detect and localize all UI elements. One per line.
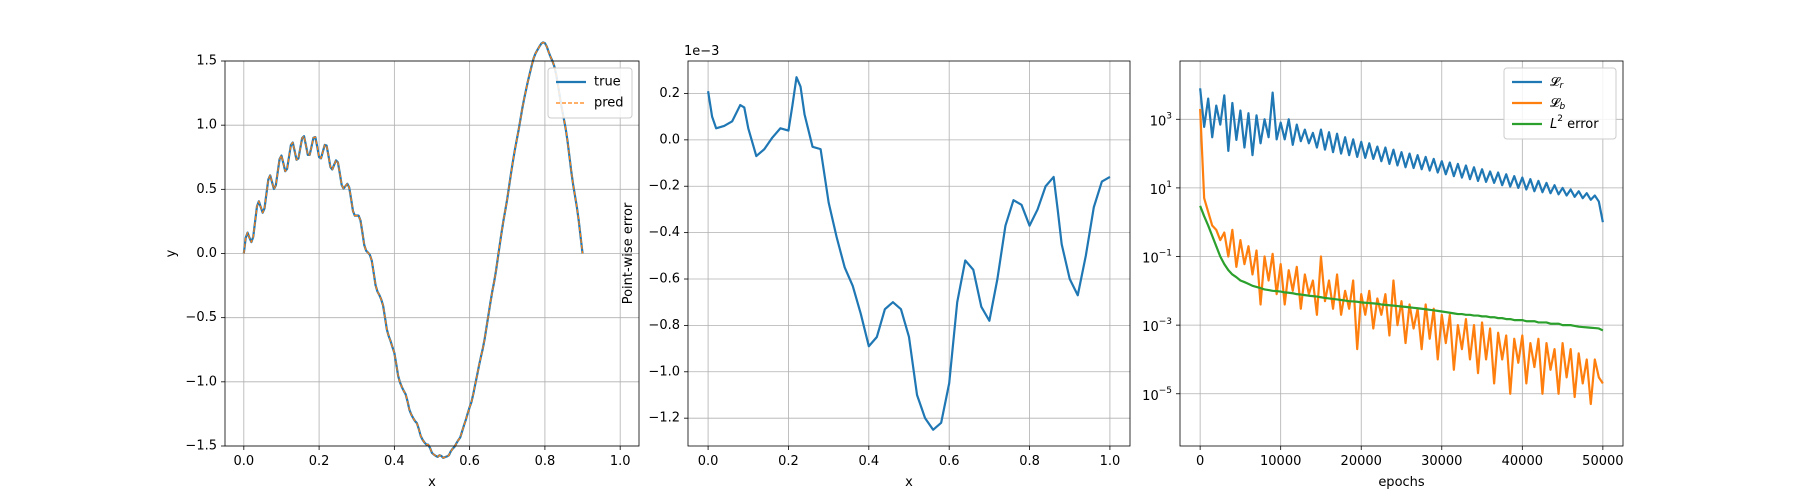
legend-label: true	[594, 75, 621, 90]
y-tick-label: 0.5	[196, 182, 217, 197]
y-tick-label: −1.0	[185, 374, 217, 389]
series-line-b	[1199, 108, 1604, 406]
y-offset-label: 1e−3	[684, 44, 719, 59]
y-tick-label: −0.6	[648, 272, 680, 287]
series-line-L2-error	[1199, 205, 1604, 332]
series-line-s0	[707, 76, 1111, 431]
chart-panel-3: 0 10000 20000 30000 40000 50000 10−5 10−3 10−1 10…	[1142, 60, 1624, 490]
x-tick-label: 1.0	[610, 454, 631, 469]
x-tick-label: 0.2	[778, 454, 799, 469]
x-tick-label: 0.8	[535, 454, 556, 469]
chart-panel-2: 0.0 0.2 0.4 0.6 0.8 1.0 −1.2 −1.0 −0.8 −0.6 −0.4 −0…	[621, 44, 1131, 490]
x-axis-label: x	[428, 475, 436, 490]
legend-box	[547, 67, 633, 119]
y-axis-label: Point-wise error	[621, 202, 636, 304]
series-line-r	[1199, 88, 1604, 223]
y-tick-label: −1.2	[648, 411, 680, 426]
x-tick-label: 30000	[1421, 454, 1462, 469]
x-tick-label: 40000	[1502, 454, 1543, 469]
y-tick-label: 1.0	[196, 118, 217, 133]
x-axis-label: epochs	[1378, 475, 1425, 490]
x-tick-label: 0.4	[384, 454, 405, 469]
axes-frame	[687, 60, 1131, 447]
y-tick-label: 0.2	[659, 86, 680, 101]
x-tick-label: 20000	[1341, 454, 1382, 469]
y-tick-label: 0.0	[196, 246, 217, 261]
y-tick-label: −1.5	[185, 439, 217, 454]
legend: true pred	[547, 67, 633, 119]
x-tick-label: 0.4	[858, 454, 879, 469]
y-tick-label: 10−1	[1142, 248, 1172, 266]
x-tick-label: 0.6	[939, 454, 960, 469]
x-tick-label: 0.0	[698, 454, 719, 469]
y-tick-label: −0.4	[648, 225, 680, 240]
x-tick-label: 0	[1196, 454, 1204, 469]
legend-box	[1503, 67, 1617, 140]
y-tick-label: 0.0	[659, 132, 680, 147]
legend-label: L2 error	[1550, 114, 1599, 132]
axes-frame	[1179, 60, 1624, 447]
x-tick-label: 50000	[1582, 454, 1623, 469]
y-tick-label: −0.2	[648, 179, 680, 194]
x-axis-label: x	[905, 475, 913, 490]
y-tick-label: 10−5	[1142, 385, 1172, 403]
legend-label: 𝓛b	[1550, 96, 1565, 112]
y-tick-label: −0.8	[648, 318, 680, 333]
legend: 𝓛r 𝓛b L2 error	[1503, 67, 1617, 140]
x-tick-label: 1.0	[1100, 454, 1121, 469]
x-tick-label: 0.2	[309, 454, 330, 469]
x-tick-label: 0.0	[233, 454, 254, 469]
y-tick-label: −1.0	[648, 364, 680, 379]
y-tick-label: 10−3	[1142, 317, 1172, 335]
x-tick-label: 10000	[1260, 454, 1301, 469]
y-tick-label: −0.5	[185, 310, 217, 325]
series-line-true	[242, 41, 584, 460]
series-line-pred	[243, 41, 584, 459]
legend-label: 𝓛r	[1550, 75, 1564, 91]
legend-label: pred	[594, 96, 624, 111]
y-tick-label: 101	[1150, 179, 1172, 197]
x-tick-label: 0.8	[1019, 454, 1040, 469]
y-tick-label: 1.5	[196, 54, 217, 69]
y-tick-label: 103	[1150, 111, 1172, 129]
chart-panel-1: 0.0 0.2 0.4 0.6 0.8 1.0 −1.5 −1.0 −0.5 0.0 0.5 1.0 1…	[164, 41, 640, 490]
y-axis-label: y	[164, 249, 179, 257]
axes-frame	[224, 60, 640, 447]
x-tick-label: 0.6	[459, 454, 480, 469]
